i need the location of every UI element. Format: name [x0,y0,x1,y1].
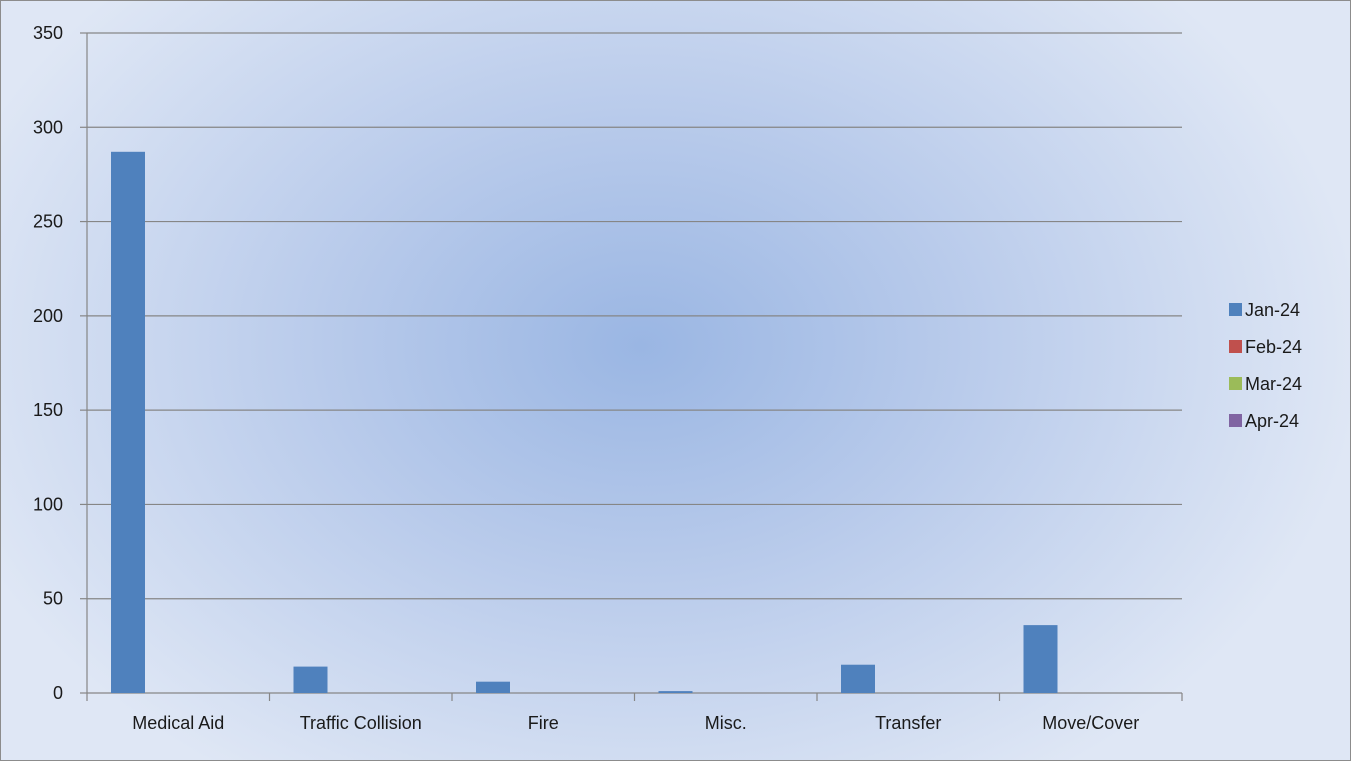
x-category-label: Transfer [875,713,941,733]
y-tick-label: 50 [43,589,63,609]
bar-jan-24 [658,691,693,693]
y-tick-label: 150 [33,400,63,420]
y-tick-label: 200 [33,306,63,326]
legend-swatch [1229,303,1242,316]
bar-jan-24 [111,151,145,694]
bar-jan-24 [841,664,875,693]
x-category-label: Fire [528,713,559,733]
legend-swatch [1229,414,1242,427]
y-tick-label: 0 [53,683,63,703]
legend-label: Mar-24 [1245,374,1302,394]
y-tick-label: 300 [33,117,63,137]
legend-label: Apr-24 [1245,411,1299,431]
x-category-label: Medical Aid [132,713,224,733]
y-tick-label: 250 [33,212,63,232]
y-tick-label: 100 [33,494,63,514]
legend-swatch [1229,377,1242,390]
legend-swatch [1229,340,1242,353]
y-tick-label: 350 [33,23,63,43]
legend-label: Feb-24 [1245,337,1302,357]
x-category-label: Move/Cover [1042,713,1139,733]
bar-jan-24 [476,681,510,693]
x-category-label: Misc. [705,713,747,733]
bar-jan-24 [1023,625,1058,693]
legend-label: Jan-24 [1245,300,1300,320]
bar-jan-24 [293,666,328,693]
x-category-label: Traffic Collision [300,713,422,733]
